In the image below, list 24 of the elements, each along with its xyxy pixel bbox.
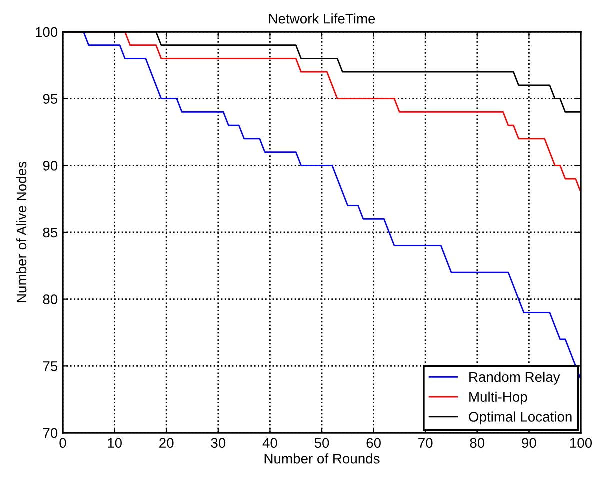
legend-label: Optimal Location xyxy=(469,412,572,425)
chart-title: Network LifeTime xyxy=(269,14,376,24)
y-tick-label: 70 xyxy=(43,428,58,438)
x-tick-label: 90 xyxy=(522,438,536,448)
y-tick-label: 95 xyxy=(43,94,58,104)
x-tick-label: 10 xyxy=(108,438,122,448)
y-tick-label: 90 xyxy=(43,161,58,171)
x-tick-label: 70 xyxy=(418,438,433,448)
x-axis-title: Number of Rounds xyxy=(264,454,380,464)
legend-label: Random Relay xyxy=(470,372,560,385)
legend-label: Multi-Hop xyxy=(470,392,528,405)
y-axis-title: Number of Alive Nodes xyxy=(16,162,27,302)
x-tick-label: 100 xyxy=(570,438,592,448)
y-tick-label: 80 xyxy=(43,294,58,305)
x-tick-label: 50 xyxy=(314,438,330,448)
x-tick-label: 40 xyxy=(262,438,278,448)
x-tick-label: 80 xyxy=(470,438,485,448)
y-tick-label: 85 xyxy=(43,228,58,238)
x-tick-label: 60 xyxy=(366,438,381,448)
x-tick-label: 30 xyxy=(211,438,226,448)
x-tick-label: 0 xyxy=(60,438,66,448)
y-tick-label: 75 xyxy=(43,362,58,372)
x-tick-label: 20 xyxy=(160,438,174,448)
y-tick-label: 100 xyxy=(36,27,58,38)
